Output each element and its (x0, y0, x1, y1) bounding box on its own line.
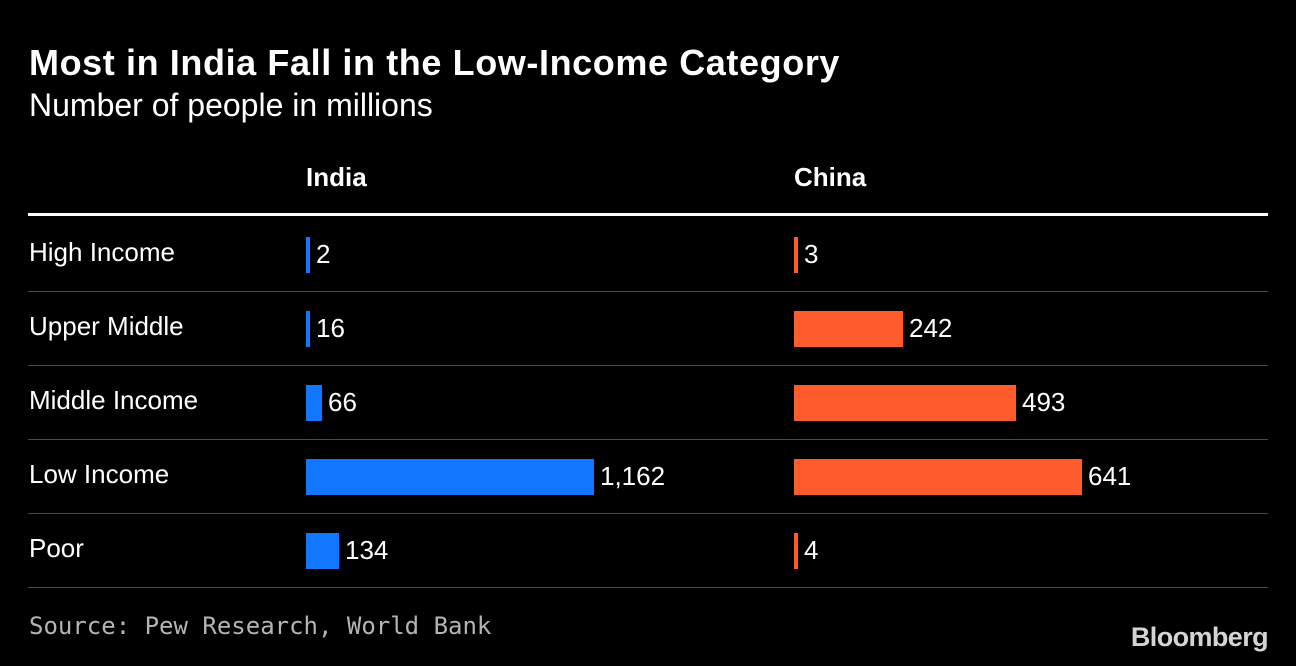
value-label-china: 3 (804, 239, 819, 269)
bar-china (794, 237, 798, 273)
value-label-china: 4 (804, 535, 819, 565)
value-label-india: 66 (328, 387, 357, 417)
chart-row: Upper Middle 16 242 (28, 291, 1268, 366)
source-note: Source: Pew Research, World Bank (29, 612, 492, 640)
chart-row: Low Income 1,162 641 (28, 439, 1268, 514)
column-header-india: India (306, 162, 367, 192)
bar-india (306, 237, 310, 273)
value-label-china: 641 (1088, 461, 1132, 491)
chart-subtitle: Number of people in millions (29, 87, 433, 123)
category-label: Poor (29, 533, 84, 563)
bar-china (794, 533, 798, 569)
category-label: Upper Middle (29, 311, 184, 341)
value-label-india: 2 (316, 239, 331, 269)
value-label-china: 242 (909, 313, 953, 343)
value-label-india: 134 (345, 535, 389, 565)
bar-india (306, 533, 339, 569)
bar-india (306, 311, 310, 347)
bar-china (794, 385, 1016, 421)
column-header-china: China (794, 162, 867, 192)
chart-title: Most in India Fall in the Low-Income Cat… (29, 42, 841, 83)
value-label-india: 16 (316, 313, 345, 343)
chart-row: High Income 2 3 (28, 217, 1268, 292)
category-label: Middle Income (29, 385, 199, 415)
bloomberg-logo: Bloomberg (1130, 622, 1269, 652)
bar-china (794, 311, 903, 347)
chart-row: Middle Income 66 493 (28, 365, 1268, 440)
bar-china (794, 459, 1082, 495)
bar-india (306, 459, 594, 495)
value-label-china: 493 (1022, 387, 1066, 417)
category-label: High Income (29, 237, 175, 267)
bar-india (306, 385, 322, 421)
category-label: Low Income (29, 459, 170, 489)
value-label-india: 1,162 (600, 461, 666, 491)
header-divider (28, 213, 1268, 216)
chart-row: Poor 134 4 (28, 513, 1268, 588)
